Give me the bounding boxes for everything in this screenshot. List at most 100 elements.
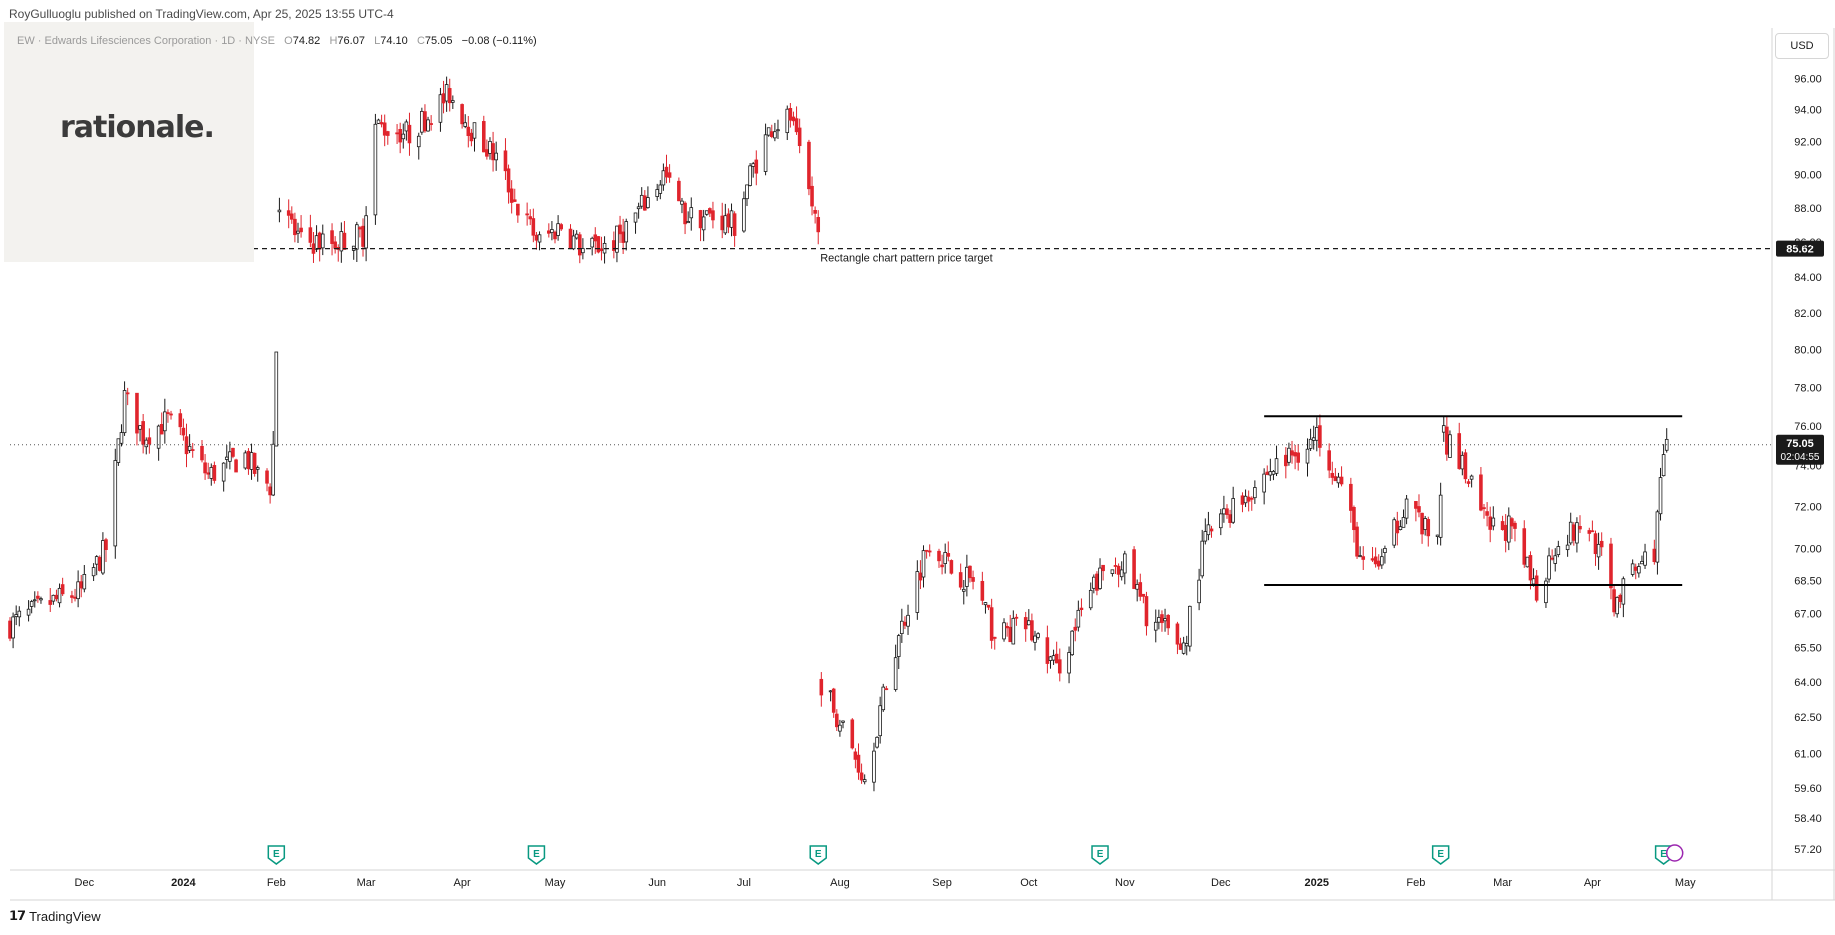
candle [29,599,34,614]
tradingview-footer[interactable]: 𝟭𝟳 TradingView [9,908,101,924]
candle-body [742,198,746,232]
plot-area[interactable] [10,28,1772,870]
candle [946,541,951,562]
candle-body [1095,573,1099,591]
candle-body [1054,653,1059,664]
candle [680,197,684,214]
candle [1045,625,1050,674]
candle [1528,551,1533,590]
candle [156,424,161,461]
candle [277,197,282,223]
earnings-marker-icon[interactable]: E [1091,845,1109,865]
candle [1014,613,1019,626]
candle-body [48,600,53,605]
candle-body [807,141,811,190]
candle-body [1612,589,1616,613]
candle-body [1506,515,1511,543]
time-axis[interactable]: Dec 2024 Feb Mar Apr May Jun Jul Aug Sep Oct Nov Dec… [75,877,1697,889]
candle-body [683,202,687,225]
candle [1355,521,1359,559]
currency-button[interactable]: USD [1775,33,1829,59]
candle-body [169,413,173,416]
close-label: C [416,35,425,47]
dividend-icon[interactable] [1665,844,1684,862]
candle-body [732,213,737,236]
candle [646,186,650,209]
candle [70,590,74,604]
earnings-marker-icon[interactable]: E [809,845,827,865]
candle [426,116,430,132]
candle [1575,517,1579,553]
candle [1525,556,1530,568]
candle [1181,636,1186,655]
candle [119,424,124,447]
candle-body [141,421,145,445]
candle [252,452,257,477]
candle-body [268,486,272,496]
candle-body [1522,528,1527,565]
candle-body [1153,621,1158,631]
candle-body [661,170,666,186]
candle [451,95,455,109]
candle [447,78,452,112]
candle-body [643,195,647,211]
candle [420,107,424,135]
candle-body [1184,643,1189,647]
y-tick-label: 82.00 [1794,308,1822,320]
candle [516,203,520,223]
candle [1175,621,1180,655]
candle-body [1268,471,1273,476]
candle-body [293,218,297,236]
candle-body [550,229,554,234]
candle [1380,548,1384,569]
candle-body [314,235,319,250]
candle-body [553,231,557,240]
candle-body [1615,596,1619,615]
candle-body [494,152,498,161]
candle-body [1305,448,1310,464]
candle [234,458,238,473]
candle-body [537,234,542,243]
candle-body [596,236,601,253]
candle [373,113,378,225]
candle-body [1181,642,1186,654]
earnings-marker-icon[interactable]: E [527,845,546,865]
candle-body [76,581,80,600]
earnings-marker-letter: E [815,849,822,860]
candle-body [1005,625,1009,629]
candle [200,440,204,463]
candle-body [1630,563,1635,575]
candle-body [1262,473,1266,493]
candle-body [317,232,322,250]
candle [255,465,260,482]
candle-body [1188,605,1192,647]
candle [794,106,799,135]
earnings-marker-icon[interactable]: E [1431,845,1450,865]
candle-body [491,143,495,161]
candle [463,114,468,129]
candle [528,209,533,226]
candle-body [992,636,997,639]
candle [1197,568,1201,611]
candle-body [1528,555,1533,581]
candle-body [82,574,87,590]
candle [838,719,842,737]
candle-body [1621,578,1626,605]
symbol-name[interactable]: EW · Edwards Lifesciences Corporation · … [17,35,275,47]
candle [1553,548,1558,572]
candle [1153,609,1158,643]
y-tick-label: 58.40 [1794,813,1822,825]
candle [841,720,845,729]
earnings-marker-icon[interactable]: E [267,845,286,865]
candle-body [1503,524,1508,541]
candle [122,381,127,436]
candle-body [1531,578,1536,585]
candle-body [1178,643,1183,650]
candle [1200,529,1205,579]
candle-body [1599,540,1604,548]
candle [1079,598,1084,617]
candle-body [200,445,204,461]
candle-body [376,119,381,124]
tradingview-logo-icon: 𝟭𝟳 [9,908,26,923]
